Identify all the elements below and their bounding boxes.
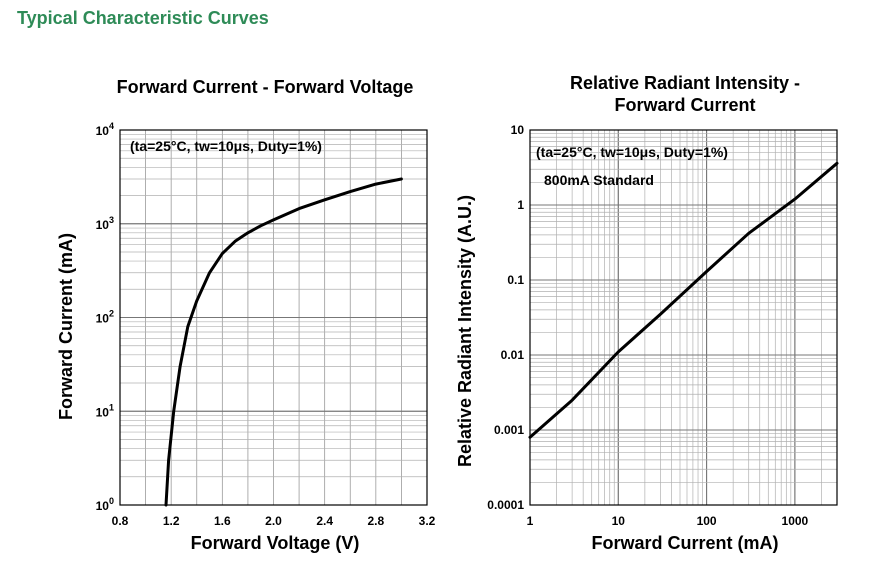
left-x-tick-label: 2.8 [367, 514, 384, 528]
left-x-tick-label: 3.2 [419, 514, 436, 528]
left-y-tick-label: 102 [96, 309, 114, 326]
right-y-tick-label: 0.1 [507, 273, 524, 287]
right-chart-note: 800mA Standard [544, 172, 654, 188]
left-x-tick-label: 1.2 [163, 514, 180, 528]
right-x-axis-label: Forward Current (mA) [591, 533, 779, 553]
left-plot-frame [119, 129, 428, 506]
right-x-tick-label: 100 [697, 514, 717, 528]
right-y-tick-label: 10 [511, 123, 525, 137]
left-chart-title: Forward Current - Forward Voltage [116, 77, 414, 97]
right-y-tick-label: 1 [517, 198, 524, 212]
right-chart-title-line-2: Forward Current [614, 95, 756, 115]
section-title: Typical Characteristic Curves [17, 8, 269, 28]
right-y-tick-label: 0.01 [501, 348, 525, 362]
left-y-tick-label: 100 [96, 496, 114, 513]
left-x-tick-label: 2.4 [316, 514, 333, 528]
right-grid [529, 129, 838, 506]
right-chart-annotation: (ta=25°C, tw=10μs, Duty=1%) [536, 144, 728, 160]
left-y-tick-label: 101 [96, 402, 114, 419]
right-x-tick-label: 10 [612, 514, 626, 528]
right-plot-frame [529, 129, 838, 506]
left-x-tick-label: 2.0 [265, 514, 282, 528]
right-y-axis-label: Relative Radiant Intensity (A.U.) [455, 194, 475, 467]
right-chart-title: Relative Radiant Intensity - Forward Cur… [480, 72, 890, 116]
left-y-tick-label: 104 [96, 121, 114, 138]
left-y-tick-label: 103 [96, 215, 114, 232]
left-y-axis-label: Forward Current (mA) [56, 232, 76, 420]
right-series-line [528, 161, 839, 439]
right-y-tick-label: 0.0001 [487, 498, 524, 512]
left-x-tick-label: 0.8 [112, 514, 129, 528]
left-x-tick-label: 1.6 [214, 514, 231, 528]
left-chart-annotation: (ta=25°C, tw=10μs, Duty=1%) [130, 138, 322, 154]
right-x-tick-label: 1000 [782, 514, 809, 528]
right-x-tick-label: 1 [527, 514, 534, 528]
right-chart-title-line-1: Relative Radiant Intensity - [569, 73, 801, 93]
left-x-axis-label: Forward Voltage (V) [190, 533, 360, 553]
right-y-tick-label: 0.001 [494, 423, 524, 437]
left-grid [119, 129, 428, 506]
left-series-line [164, 177, 403, 507]
